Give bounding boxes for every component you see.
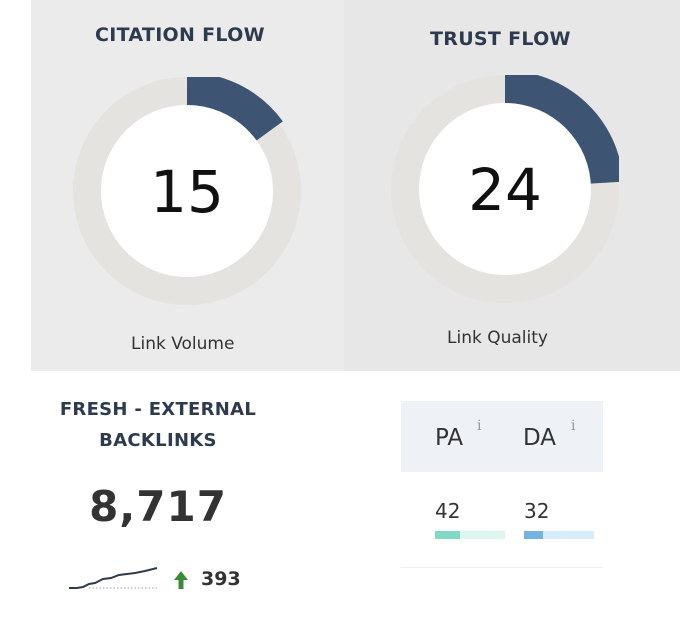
pa-value: 42 [435,499,461,523]
fresh-backlinks-title-line2: BACKLINKS [99,430,217,451]
citation-flow-center [101,105,273,277]
up-arrow-icon [173,570,189,594]
da-label: DA [523,425,557,451]
pa-bar-track [435,531,505,539]
trust-flow-subtitle: Link Quality [447,328,548,348]
authority-header [401,401,603,472]
trust-flow-arc [504,75,619,185]
trust-flow-donut [391,75,619,303]
fresh-backlinks-count: 8,717 [89,482,227,531]
trust-flow-score: 24 [468,156,542,224]
trust-flow-center [419,103,591,275]
citation-flow-subtitle: Link Volume [131,334,235,354]
trust-flow-title: TRUST FLOW [430,28,571,50]
da-bar-track [524,531,594,539]
backlinks-delta: 393 [201,568,241,590]
pa-label: PA [435,425,464,451]
da-bar-fill [524,531,544,539]
authority-divider [401,567,603,568]
citation-flow-arc [186,77,283,144]
pa-bar-fill [435,531,460,539]
fresh-backlinks-title: FRESH - EXTERNAL BACKLINKS [30,394,286,456]
fresh-backlinks-title-line1: FRESH - EXTERNAL [59,399,257,420]
trend-sparkline [67,563,162,597]
citation-flow-donut [73,77,301,305]
da-info-icon[interactable]: i [571,418,576,434]
citation-flow-score: 15 [150,158,224,226]
pa-info-icon[interactable]: i [477,418,482,434]
citation-flow-title: CITATION FLOW [95,24,265,46]
da-value: 32 [524,499,550,523]
